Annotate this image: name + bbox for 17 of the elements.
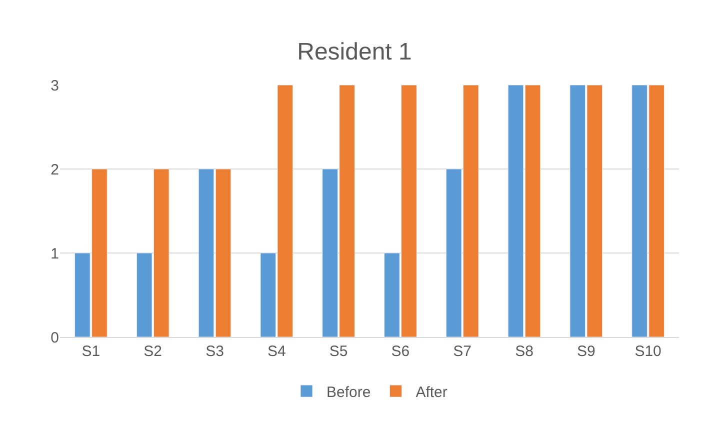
legend-label: After [416, 384, 448, 401]
y-tick-label: 3 [50, 77, 59, 94]
x-tick-label: S9 [576, 343, 596, 360]
chart-title: Resident 1 [297, 38, 412, 66]
y-tick-label: 2 [50, 161, 59, 178]
x-tick-label: S7 [453, 343, 472, 360]
x-tick-label: S4 [267, 343, 286, 360]
x-tick-label: S3 [206, 343, 224, 360]
x-tick-label: S8 [515, 343, 534, 360]
y-tick-label: 1 [50, 245, 59, 262]
x-tick-label: S2 [144, 343, 162, 360]
x-tick-label: S10 [634, 343, 662, 360]
y-tick-label: 0 [50, 329, 59, 346]
x-tick-label: S1 [82, 343, 100, 360]
legend-label: Before [326, 384, 371, 401]
x-tick-label: S6 [391, 343, 410, 360]
x-tick-label: S5 [329, 343, 348, 360]
